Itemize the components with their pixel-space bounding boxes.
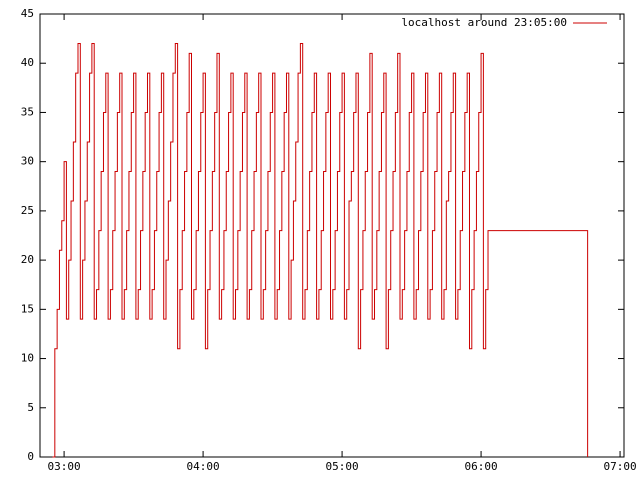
legend-label: localhost around 23:05:00 [401, 16, 567, 29]
x-tick-label: 06:00 [465, 460, 498, 473]
x-tick-label: 07:00 [603, 460, 636, 473]
data-line [52, 43, 589, 458]
x-tick-label: 04:00 [187, 460, 220, 473]
y-tick-label: 0 [27, 450, 34, 463]
y-tick-label: 40 [21, 56, 34, 69]
y-tick-label: 10 [21, 352, 34, 365]
y-tick-label: 5 [27, 401, 34, 414]
plot-border [39, 13, 625, 458]
x-tick-label: 03:00 [48, 460, 81, 473]
x-tick-label: 05:00 [326, 460, 359, 473]
y-tick-label: 15 [21, 302, 34, 315]
y-tick-label: 45 [21, 7, 34, 20]
y-tick-label: 20 [21, 253, 34, 266]
y-tick-label: 30 [21, 155, 34, 168]
y-tick-label: 25 [21, 204, 34, 217]
y-tick-label: 35 [21, 105, 34, 118]
